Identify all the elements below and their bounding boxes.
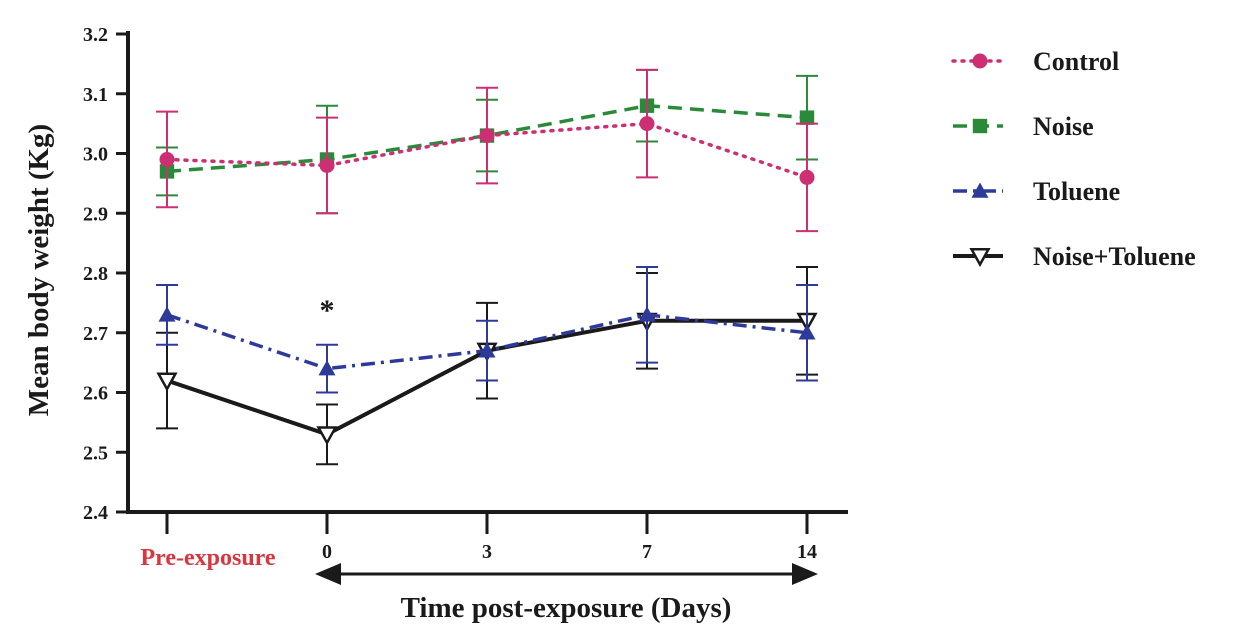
time-arrow-right-head	[792, 563, 818, 585]
time-arrow	[315, 563, 818, 585]
significance-star: *	[320, 294, 335, 327]
data-point	[318, 360, 336, 376]
legend-item-noise-toluene: Noise+Toluene	[953, 242, 1196, 271]
legend-marker	[969, 247, 991, 268]
y-tick-label: 2.4	[83, 502, 108, 524]
x-tick-label: 3	[482, 541, 492, 563]
data-point	[316, 426, 338, 446]
y-tick-label: 2.7	[83, 323, 108, 345]
legend-item-noise: Noise	[953, 112, 1094, 141]
series-control	[156, 68, 818, 233]
x-axis-title: Time post-exposure (Days)	[401, 592, 732, 624]
y-tick-label: 2.8	[83, 263, 108, 285]
legend-label: Toluene	[1033, 177, 1120, 206]
y-tick-label: 3.2	[83, 24, 108, 46]
legend-marker	[972, 53, 988, 69]
legend: Control Noise Toluene Noise+Toluene	[951, 47, 1196, 271]
y-tick-label: 3.0	[83, 144, 108, 166]
y-axis-title: Mean body weight (Kg)	[23, 124, 55, 416]
legend-label: Control	[1033, 47, 1119, 76]
data-point	[159, 151, 175, 167]
x-tick-label: 0	[322, 541, 332, 563]
data-point	[639, 116, 655, 132]
data-point	[319, 157, 335, 173]
legend-marker	[971, 182, 989, 198]
y-tick-label: 2.5	[83, 442, 108, 464]
x-tick-label: 7	[642, 541, 652, 563]
x-tick-label-pre-exposure: Pre-exposure	[140, 545, 275, 571]
series-toluene	[156, 266, 818, 394]
legend-marker	[972, 118, 988, 134]
series-layer	[156, 68, 818, 466]
legend-label: Noise	[1033, 112, 1094, 141]
data-point	[638, 306, 656, 322]
data-point	[799, 110, 815, 125]
data-point	[799, 169, 815, 185]
data-point	[479, 128, 495, 144]
x-axis-ticks: Pre-exposure 0 3 7 14	[140, 512, 817, 571]
y-tick-label: 2.6	[83, 383, 108, 405]
y-axis-ticks: 2.4 2.5 2.6 2.7 2.8 2.9 3.0 3.1 3.2	[83, 24, 128, 524]
legend-item-toluene: Toluene	[953, 177, 1120, 206]
y-tick-label: 2.9	[83, 203, 108, 225]
series-line	[166, 103, 808, 174]
data-point	[158, 306, 176, 322]
data-point	[156, 372, 178, 392]
time-arrow-left-head	[315, 563, 341, 585]
data-point	[798, 324, 816, 340]
legend-label: Noise+Toluene	[1033, 242, 1196, 271]
x-tick-label: 14	[797, 541, 817, 563]
legend-item-control: Control	[951, 47, 1119, 76]
data-point	[478, 342, 496, 358]
y-tick-label: 3.1	[83, 84, 108, 106]
